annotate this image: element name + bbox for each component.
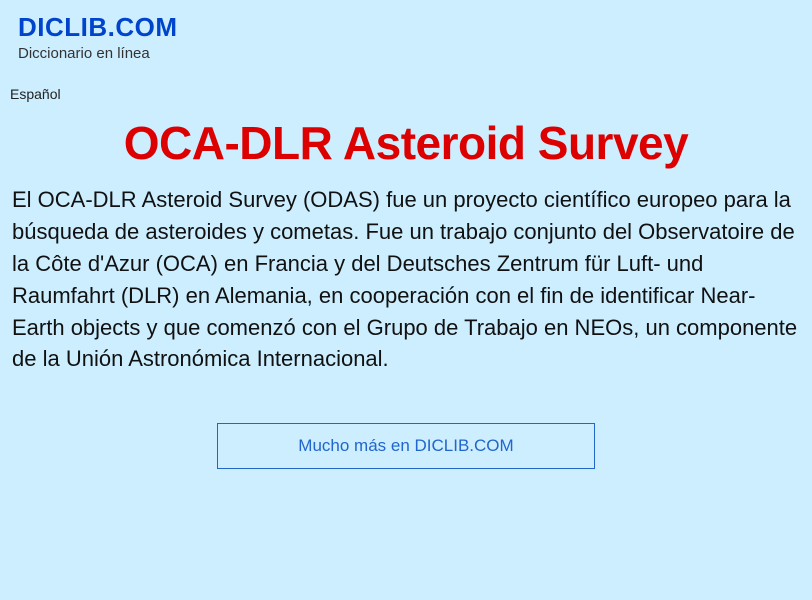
cta-wrapper: Mucho más en DICLIB.COM xyxy=(0,423,812,469)
site-subtitle: Diccionario en línea xyxy=(18,45,794,62)
cta-link[interactable]: Mucho más en DICLIB.COM xyxy=(217,423,594,469)
site-header: DICLIB.COM Diccionario en línea xyxy=(0,0,812,68)
site-title[interactable]: DICLIB.COM xyxy=(18,12,794,43)
article-body: El OCA-DLR Asteroid Survey (ODAS) fue un… xyxy=(0,170,812,375)
article-title: OCA-DLR Asteroid Survey xyxy=(0,116,812,170)
language-label[interactable]: Español xyxy=(0,68,812,102)
